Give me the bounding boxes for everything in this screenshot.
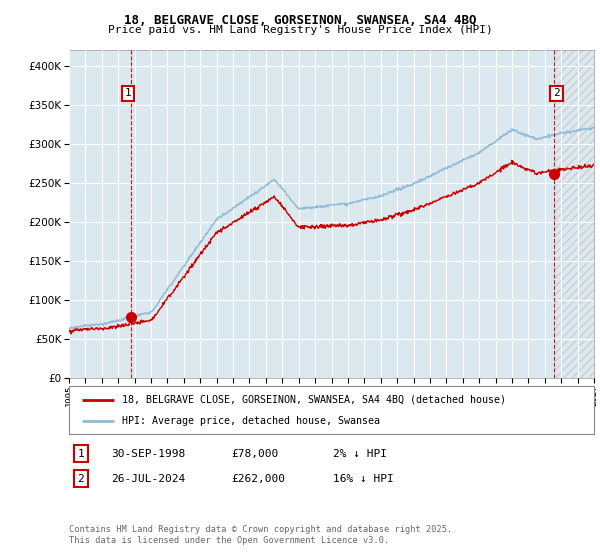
Text: Contains HM Land Registry data © Crown copyright and database right 2025.
This d: Contains HM Land Registry data © Crown c… [69,525,452,545]
Text: 1: 1 [77,449,85,459]
Text: 2: 2 [553,88,560,99]
Text: £78,000: £78,000 [231,449,278,459]
Text: £262,000: £262,000 [231,474,285,484]
Text: 26-JUL-2024: 26-JUL-2024 [111,474,185,484]
Text: Price paid vs. HM Land Registry's House Price Index (HPI): Price paid vs. HM Land Registry's House … [107,25,493,35]
Text: 2: 2 [77,474,85,484]
Text: 18, BELGRAVE CLOSE, GORSEINON, SWANSEA, SA4 4BQ: 18, BELGRAVE CLOSE, GORSEINON, SWANSEA, … [124,14,476,27]
Text: 2% ↓ HPI: 2% ↓ HPI [333,449,387,459]
Text: 1: 1 [125,88,131,99]
Text: 18, BELGRAVE CLOSE, GORSEINON, SWANSEA, SA4 4BQ (detached house): 18, BELGRAVE CLOSE, GORSEINON, SWANSEA, … [121,395,505,405]
Text: HPI: Average price, detached house, Swansea: HPI: Average price, detached house, Swan… [121,416,380,426]
Text: 30-SEP-1998: 30-SEP-1998 [111,449,185,459]
Text: 16% ↓ HPI: 16% ↓ HPI [333,474,394,484]
